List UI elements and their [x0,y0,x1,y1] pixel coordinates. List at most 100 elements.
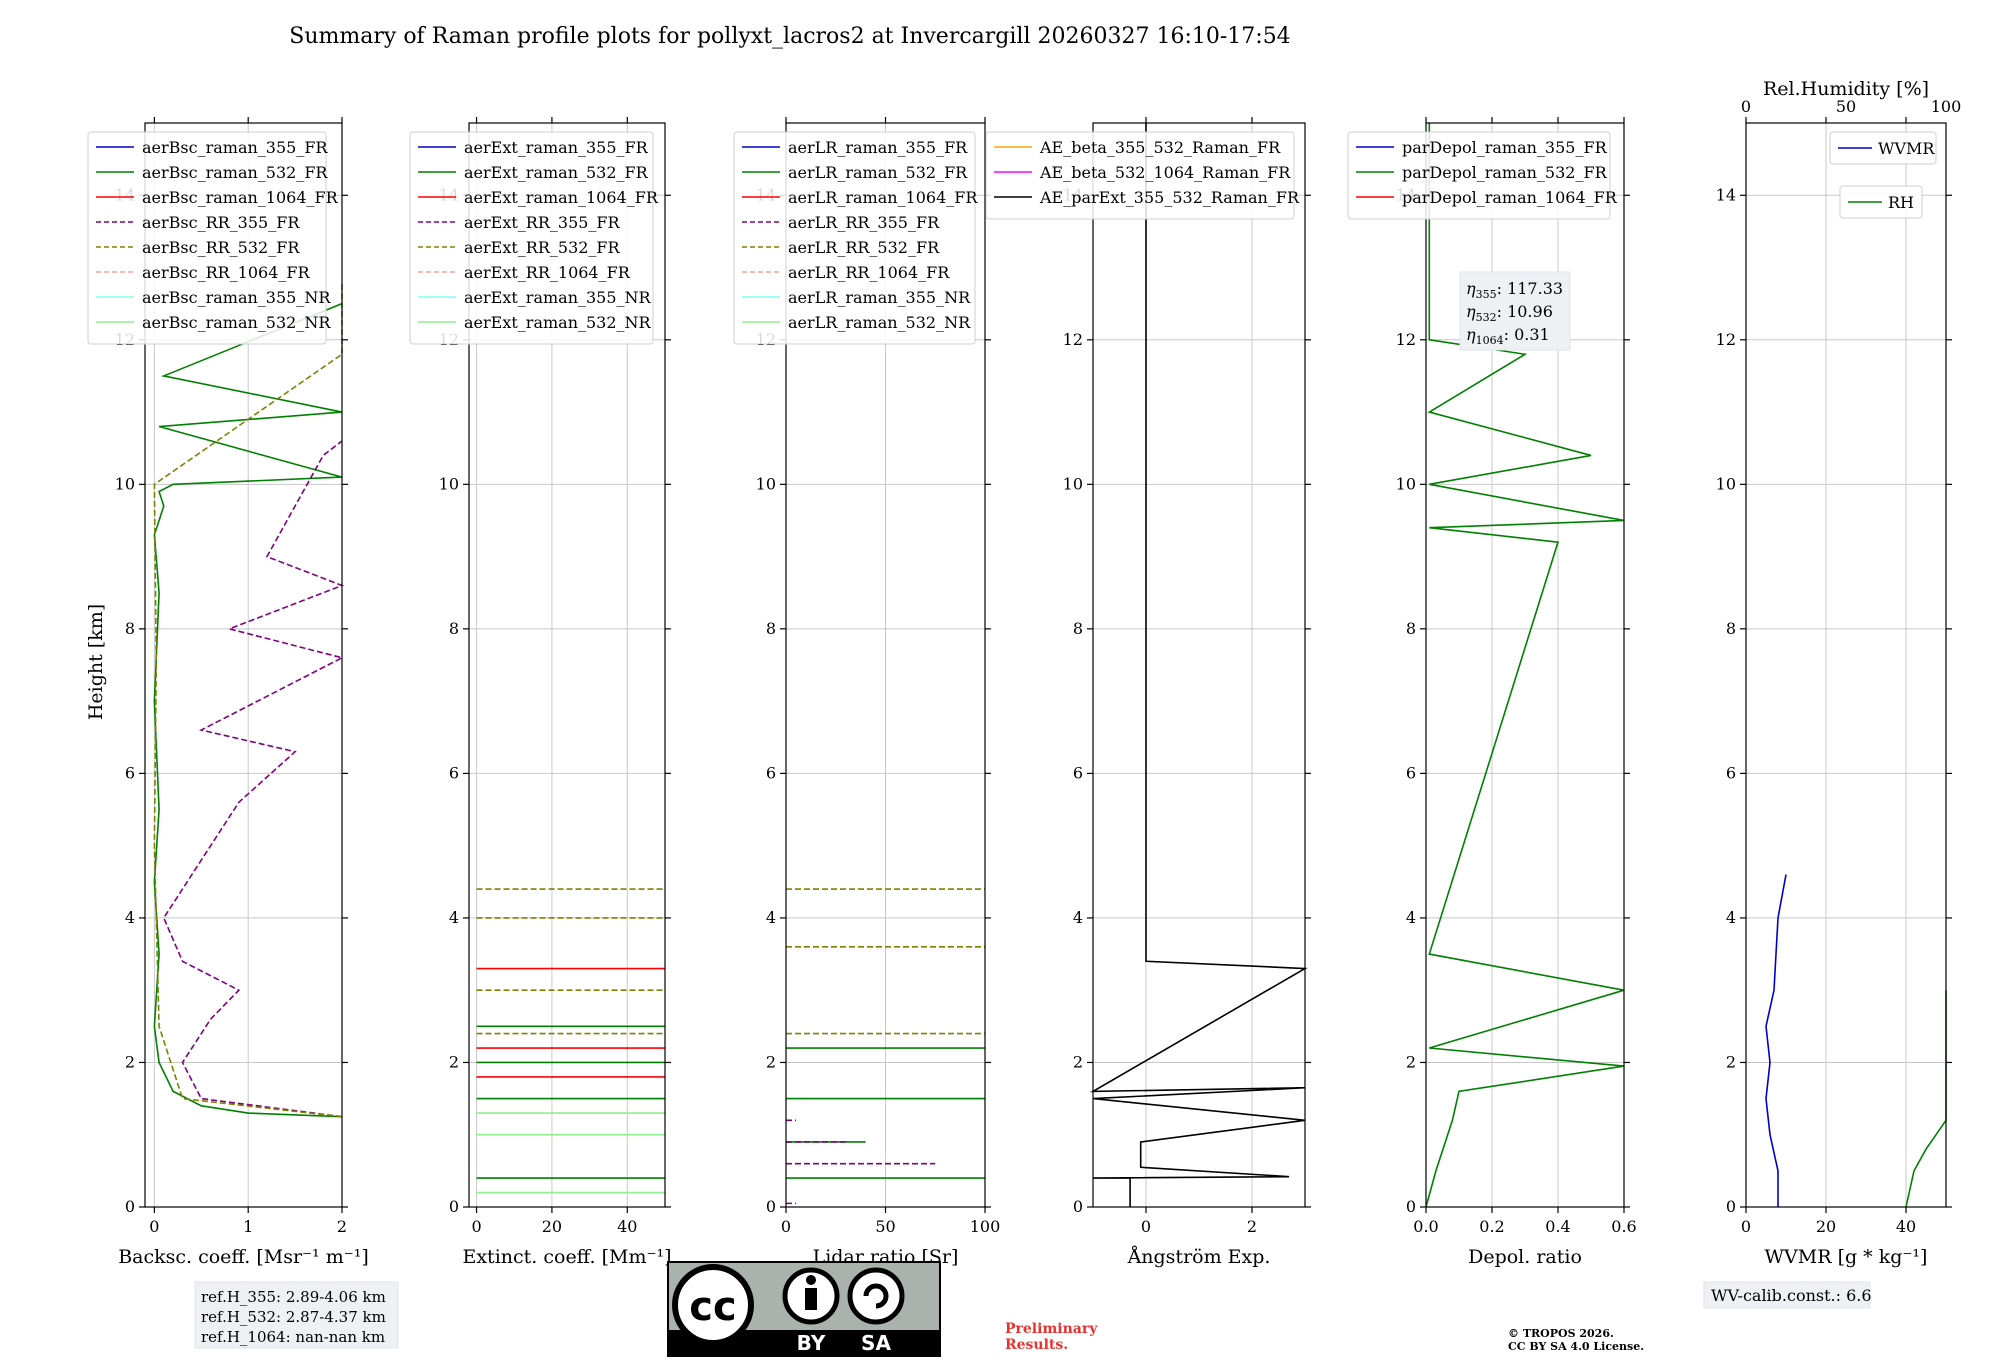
chart-title: Summary of Raman profile plots for polly… [289,24,1290,49]
axes-frame [1425,122,1625,1208]
series-aerLR_RR_532_FR [786,888,985,1035]
share-alike-icon [863,1283,889,1309]
x-axis-label: Depol. ratio [1468,1246,1582,1268]
y-tick-label: 0 [1073,1197,1083,1216]
x-tick-label: 0 [149,1217,159,1236]
y-tick-label: 2 [766,1052,776,1071]
ref-h-355: ref.H_355: 2.89-4.06 km [201,1288,386,1306]
preliminary-line2: Results. [1005,1337,1068,1353]
legend-label: aerExt_raman_532_FR [464,163,649,182]
legend-label: aerBsc_raman_532_NR [142,313,331,332]
series-RH [1905,990,1947,1208]
x-tick-label: 2 [337,1217,347,1236]
y-tick-label: 6 [1726,763,1736,782]
wv-calib-box: WV-calib.const.: 6.6 [1703,1281,1872,1309]
y-tick-label: 0 [766,1197,776,1216]
series-AE_parExt_355_532_Raman_FR [1089,123,1308,1207]
legend-label: aerLR_raman_1064_FR [788,188,978,207]
legend-label: aerBsc_raman_355_FR [142,138,328,157]
legend-label: aerLR_raman_532_NR [788,313,971,332]
legend-label: aerBsc_RR_1064_FR [142,263,311,282]
y-tick-label: 2 [1073,1052,1083,1071]
eta-row: η355: 117.33 [1466,279,1563,301]
series-aerExt_RR_532_FR [476,888,665,1035]
x-tick-label: 40 [1896,1217,1916,1236]
x-tick-label: 0 [1141,1217,1151,1236]
legend-label: aerExt_raman_355_FR [464,138,649,157]
legend-ae: AE_beta_355_532_Raman_FR AE_beta_532_1064… [985,131,1300,220]
sa-label: SA [861,1331,891,1355]
y-tick-label: 12 [1716,330,1736,349]
y-tick-label: 10 [1396,474,1416,493]
by-label: BY [797,1331,826,1355]
x-tick-label: 0 [1741,1217,1751,1236]
legend-label: aerExt_RR_1064_FR [464,263,631,282]
legend-label: RH [1888,193,1914,212]
series-aerExt_raman_532_NR [476,1112,665,1194]
legend-label: AE_parExt_355_532_Raman_FR [1039,188,1300,207]
legend-label: aerExt_RR_532_FR [464,238,621,257]
legend-label: aerLR_raman_532_FR [788,163,968,182]
cc-license-logo: cc BY SA [667,1261,941,1357]
y-tick-label: 4 [125,908,135,927]
legend-label: aerExt_raman_532_NR [464,313,652,332]
y-tick-label: 12 [1396,330,1416,349]
series-WVMR [1765,874,1787,1207]
legend-label: aerBsc_raman_355_NR [142,288,331,307]
x-tick-label: 0.4 [1545,1217,1570,1236]
panel-ext: 0204002468101214Extinct. coeff. [Mm⁻¹]ae… [409,117,672,1268]
legend-label: aerLR_RR_1064_FR [788,263,950,282]
y-tick-label: 10 [115,474,135,493]
y-tick-label: 4 [1726,908,1736,927]
series-aerBsc_RR_532_FR [153,281,343,1118]
ref-h-532: ref.H_532: 2.87-4.37 km [201,1308,386,1326]
y-tick-label: 10 [1716,474,1736,493]
y-tick-label: 0 [449,1197,459,1216]
top-tick-label: 50 [1836,97,1856,116]
x-tick-label: 0 [471,1217,481,1236]
x-tick-label: 1 [243,1217,253,1236]
y-tick-label: 2 [449,1052,459,1071]
series-parDepol_raman_532_FR [1425,123,1625,1208]
panel-bsc: 01202468101214Backsc. coeff. [Msr⁻¹ m⁻¹]… [87,117,369,1268]
y-tick-label: 6 [1073,763,1083,782]
x-tick-label: 0.0 [1413,1217,1438,1236]
series-aerExt_raman_532_FR [476,1025,665,1179]
legend-ext: aerExt_raman_355_FR aerExt_raman_532_FRae… [409,131,659,345]
legend-label: aerBsc_RR_355_FR [142,213,300,232]
copyright-line1: © TROPOS 2026. [1508,1327,1614,1340]
x-axis-label: WVMR [g * kg⁻¹] [1765,1246,1928,1268]
cc-logo-text: cc [689,1284,736,1330]
y-tick-label: 10 [1063,474,1083,493]
top-tick-label: 0 [1741,97,1751,116]
y-axis-label: Height [km] [85,604,107,720]
panel-dep: 0.00.20.40.602468101214Depol. ratioparDe… [1347,117,1637,1268]
y-tick-label: 2 [1406,1052,1416,1071]
y-tick-label: 2 [125,1052,135,1071]
legend-dep: parDepol_raman_355_FR parDepol_raman_532_… [1347,131,1618,220]
eta-row: η1064: 0.31 [1466,325,1550,347]
y-tick-label: 4 [766,908,776,927]
y-tick-label: 4 [449,908,459,927]
y-tick-label: 2 [1726,1052,1736,1071]
legend-label: parDepol_raman_355_FR [1402,138,1608,157]
legend-label: aerBsc_raman_532_FR [142,163,328,182]
axes-frame [1745,122,1947,1208]
x-axis-label: Backsc. coeff. [Msr⁻¹ m⁻¹] [118,1246,369,1268]
legend-label: aerLR_raman_355_NR [788,288,971,307]
y-tick-label: 4 [1406,908,1416,927]
x-tick-label: 0.2 [1479,1217,1504,1236]
legend-label: aerLR_raman_355_FR [788,138,968,157]
wv-calib-text: WV-calib.const.: 6.6 [1711,1286,1872,1305]
x-tick-label: 100 [970,1217,1001,1236]
y-tick-label: 6 [449,763,459,782]
x-tick-label: 0 [781,1217,791,1236]
y-tick-label: 14 [1716,185,1736,204]
x-tick-label: 2 [1247,1217,1257,1236]
x-tick-label: 40 [617,1217,637,1236]
legend-label: WVMR [1878,139,1935,158]
legend-label: aerExt_raman_1064_FR [464,188,659,207]
y-tick-label: 8 [766,619,776,638]
x-axis-label: Ångström Exp. [1127,1246,1271,1268]
